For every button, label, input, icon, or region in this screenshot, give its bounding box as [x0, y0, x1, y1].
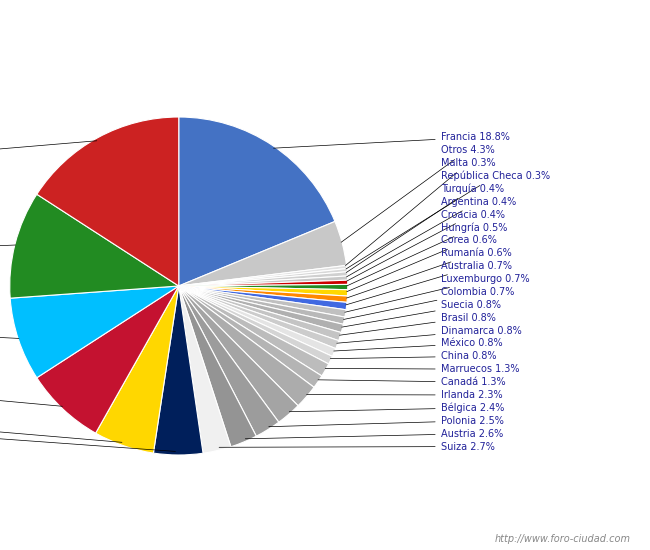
- Text: México 0.8%: México 0.8%: [334, 338, 502, 351]
- Text: EEUU 7.7%: EEUU 7.7%: [0, 386, 62, 406]
- Wedge shape: [179, 286, 343, 333]
- Text: Dinamarca 0.8%: Dinamarca 0.8%: [337, 326, 521, 343]
- Wedge shape: [179, 286, 329, 376]
- Text: http://www.foro-ciudad.com: http://www.foro-ciudad.com: [495, 535, 630, 544]
- Text: Austria 2.6%: Austria 2.6%: [245, 428, 503, 439]
- Wedge shape: [179, 284, 348, 290]
- Text: Hungría 0.5%: Hungría 0.5%: [347, 222, 507, 286]
- Text: Turquía 0.4%: Turquía 0.4%: [346, 184, 504, 273]
- Wedge shape: [179, 286, 231, 453]
- Wedge shape: [179, 266, 347, 286]
- Wedge shape: [179, 286, 336, 356]
- Wedge shape: [179, 276, 348, 286]
- Text: Croacia 0.4%: Croacia 0.4%: [347, 210, 504, 281]
- Text: República Checa 0.3%: República Checa 0.3%: [346, 170, 550, 269]
- Text: Malta 0.3%: Malta 0.3%: [345, 158, 495, 266]
- Text: Argentina 0.4%: Argentina 0.4%: [346, 197, 516, 277]
- Text: Bélgica 2.4%: Bélgica 2.4%: [289, 403, 504, 413]
- Text: Canadá 1.3%: Canadá 1.3%: [318, 377, 505, 387]
- Wedge shape: [37, 286, 179, 433]
- Wedge shape: [179, 286, 314, 406]
- Wedge shape: [179, 286, 279, 436]
- Text: Irlanda 2.3%: Irlanda 2.3%: [307, 390, 502, 400]
- Text: Italia 10.3%: Italia 10.3%: [0, 245, 16, 255]
- Wedge shape: [37, 117, 179, 286]
- Text: Suecia 0.8%: Suecia 0.8%: [342, 300, 500, 327]
- Text: Otros 4.3%: Otros 4.3%: [341, 145, 495, 242]
- Wedge shape: [179, 286, 348, 302]
- Wedge shape: [179, 286, 339, 349]
- Text: Colombia 0.7%: Colombia 0.7%: [344, 287, 514, 320]
- Wedge shape: [179, 117, 335, 286]
- Wedge shape: [179, 286, 348, 296]
- Text: Brasil 0.8%: Brasil 0.8%: [339, 313, 495, 335]
- Wedge shape: [179, 272, 348, 286]
- Wedge shape: [179, 222, 346, 286]
- Wedge shape: [179, 286, 347, 310]
- Text: China 0.8%: China 0.8%: [330, 351, 496, 361]
- Wedge shape: [179, 280, 348, 286]
- Text: Australia 0.7%: Australia 0.7%: [346, 261, 512, 305]
- Text: Corea 0.6%: Corea 0.6%: [347, 235, 497, 292]
- Wedge shape: [179, 286, 256, 447]
- Wedge shape: [179, 286, 345, 324]
- Wedge shape: [10, 194, 179, 298]
- Wedge shape: [96, 286, 179, 453]
- Wedge shape: [179, 286, 322, 387]
- Wedge shape: [153, 286, 203, 455]
- Wedge shape: [179, 268, 347, 286]
- Text: Alemania 5.8%: Alemania 5.8%: [0, 417, 122, 442]
- Text: Polonia 2.5%: Polonia 2.5%: [269, 416, 504, 427]
- Text: Francia 18.8%: Francia 18.8%: [274, 133, 510, 148]
- Wedge shape: [179, 286, 332, 364]
- Text: Portugal 8.0%: Portugal 8.0%: [0, 327, 19, 338]
- Text: Reino Unido 15.9%: Reino Unido 15.9%: [0, 141, 97, 165]
- Wedge shape: [179, 286, 346, 317]
- Text: Marruecos 1.3%: Marruecos 1.3%: [325, 364, 519, 374]
- Text: Sevilla - Turistas extranjeros según país - Abril de 2024: Sevilla - Turistas extranjeros según paí…: [87, 10, 563, 26]
- Wedge shape: [10, 286, 179, 378]
- Text: Suiza 2.7%: Suiza 2.7%: [219, 442, 495, 452]
- Wedge shape: [179, 286, 341, 340]
- Text: Luxemburgo 0.7%: Luxemburgo 0.7%: [345, 274, 529, 312]
- Text: Rumanía 0.6%: Rumanía 0.6%: [346, 248, 512, 298]
- Wedge shape: [179, 286, 298, 422]
- Text: Países Bajos 4.7%: Países Bajos 4.7%: [0, 425, 176, 452]
